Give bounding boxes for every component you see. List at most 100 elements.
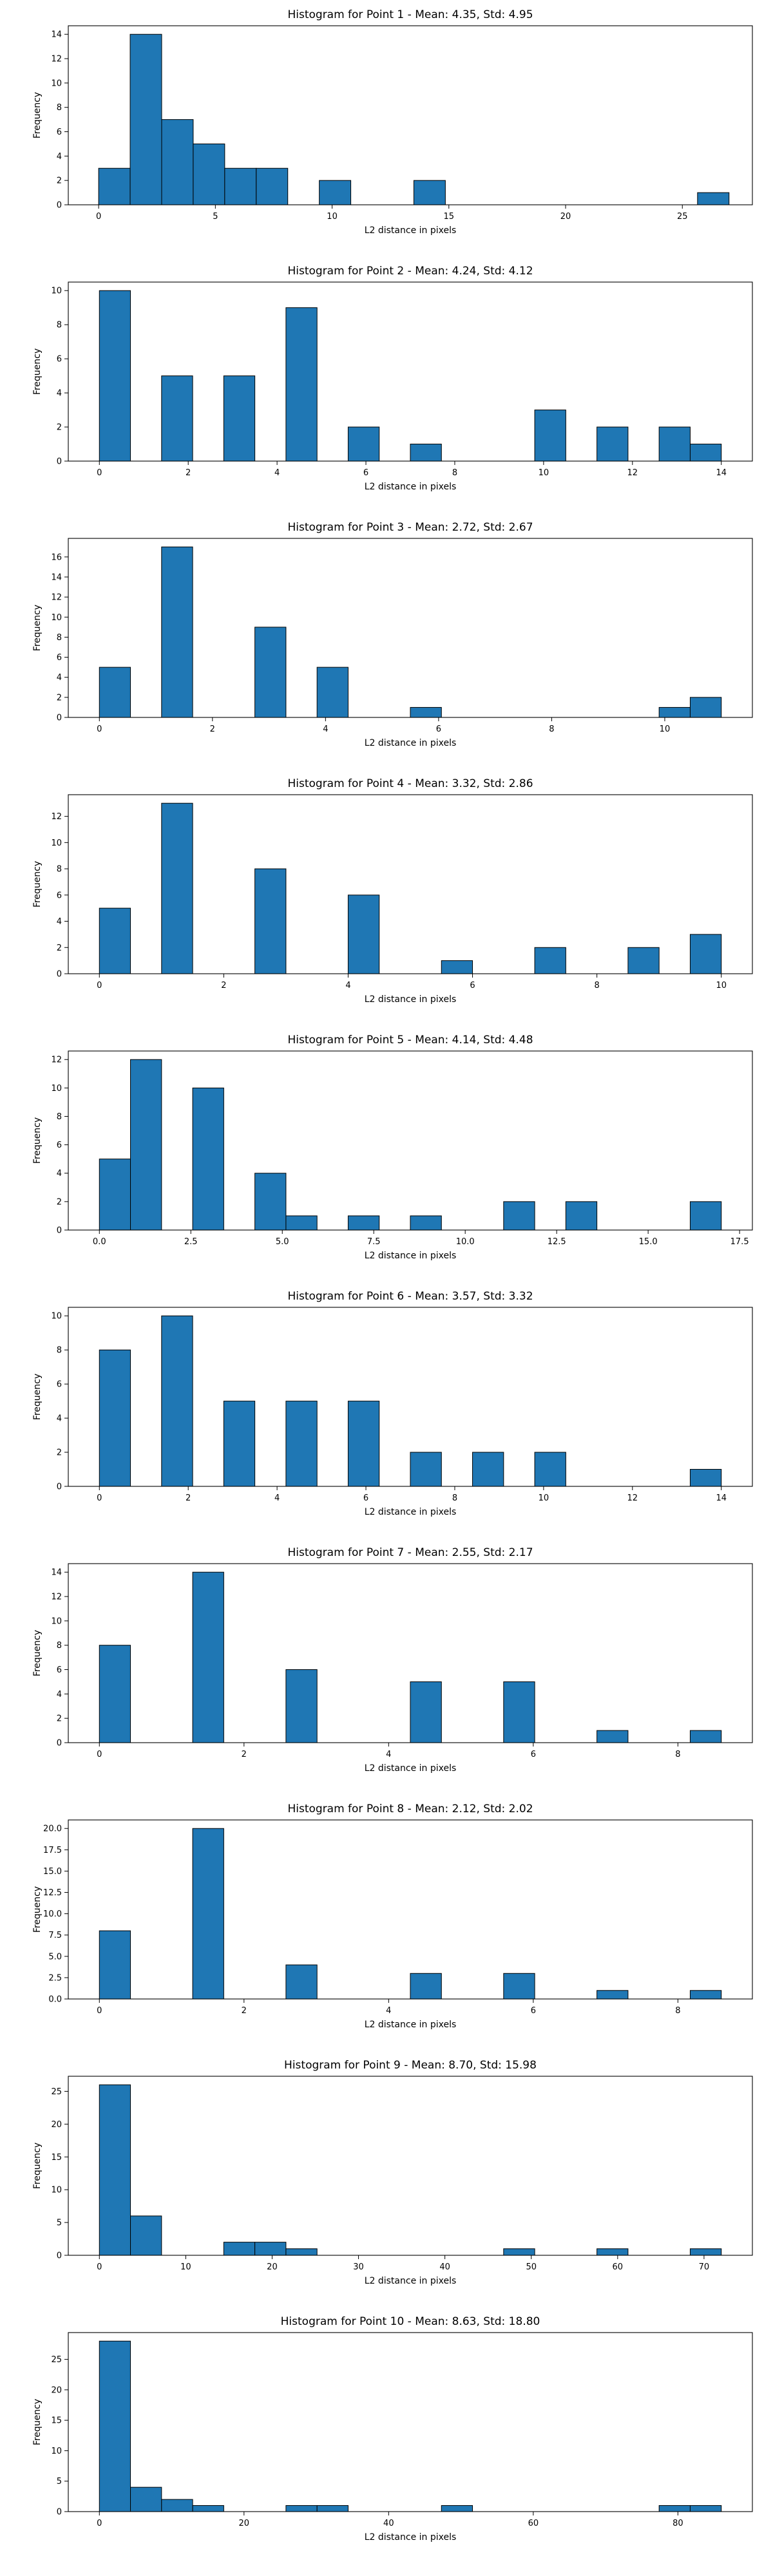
x-tick-label: 7.5 (367, 1237, 381, 1247)
x-tick-label: 2 (186, 468, 191, 478)
y-tick-label: 4 (57, 1414, 62, 1424)
y-tick-label: 5.0 (48, 1952, 62, 1962)
y-tick-label: 8 (57, 1112, 62, 1122)
x-tick-label: 15.0 (639, 1237, 658, 1247)
histogram-bar (285, 1401, 318, 1487)
x-tick-label: 50 (526, 2262, 537, 2272)
y-tick-label: 2 (57, 693, 62, 703)
x-tick-label: 0 (97, 2006, 102, 2016)
y-tick-label: 12 (51, 812, 62, 822)
chart-title: Histogram for Point 3 - Mean: 2.72, Std:… (287, 521, 533, 534)
y-tick-label: 4 (57, 917, 62, 927)
histogram-panel: Histogram for Point 3 - Mean: 2.72, Std:… (32, 521, 753, 748)
x-tick-label: 80 (673, 2519, 683, 2528)
x-tick-label: 2 (242, 2006, 247, 2016)
x-tick-label: 10 (539, 1493, 549, 1503)
histogram-bar (472, 1452, 504, 1487)
histogram-bar (658, 426, 691, 462)
x-tick-label: 6 (436, 724, 441, 734)
y-tick-label: 8 (57, 865, 62, 875)
y-tick-label: 0 (57, 1226, 62, 1236)
x-tick-label: 0 (97, 468, 102, 478)
x-tick-label: 0.0 (93, 1237, 106, 1247)
y-tick-label: 2 (57, 943, 62, 953)
x-tick-label: 17.5 (730, 1237, 749, 1247)
histogram-bar (697, 192, 730, 205)
y-tick-label: 20 (51, 2120, 62, 2130)
x-axis-label: L2 distance in pixels (365, 2276, 457, 2286)
histogram-bar (161, 1315, 193, 1487)
x-tick-label: 20 (267, 2262, 278, 2272)
histogram-bar (316, 667, 348, 718)
x-axis-label: L2 distance in pixels (365, 2532, 457, 2543)
histogram-bar (503, 1973, 535, 2000)
plot-frame (68, 2076, 753, 2256)
y-tick-label: 2.5 (48, 1973, 62, 1983)
y-tick-label: 0 (57, 970, 62, 980)
y-tick-label: 8 (57, 633, 62, 643)
y-tick-label: 8 (57, 103, 62, 113)
y-tick-label: 25 (51, 2355, 62, 2365)
y-tick-label: 0.0 (48, 1995, 62, 2005)
y-tick-label: 4 (57, 1690, 62, 1700)
histogram-bar (99, 667, 131, 718)
x-tick-label: 60 (613, 2262, 624, 2272)
histogram-bar (565, 1201, 598, 1231)
x-tick-label: 8 (452, 468, 457, 478)
y-axis-label: Frequency (32, 1886, 43, 1933)
x-axis-label: L2 distance in pixels (365, 1251, 457, 1261)
x-tick-label: 5 (213, 212, 218, 222)
histogram-bar (161, 2499, 193, 2512)
histogram-bar (410, 1452, 442, 1487)
histogram-bar (410, 1681, 442, 1743)
histogram-bar (689, 697, 722, 718)
y-tick-label: 0 (57, 714, 62, 723)
histogram-bar (224, 167, 257, 205)
histogram-bar (534, 1452, 566, 1487)
y-tick-label: 6 (57, 1141, 62, 1150)
x-tick-label: 6 (531, 2006, 536, 2016)
y-tick-label: 10 (51, 2186, 62, 2195)
histogram-bar (129, 33, 162, 205)
y-tick-label: 10 (51, 613, 62, 623)
x-tick-label: 0 (97, 2262, 102, 2272)
y-tick-label: 6 (57, 1380, 62, 1390)
histogram-bar (285, 2248, 318, 2256)
y-tick-label: 17.5 (43, 1846, 62, 1855)
histogram-bar (98, 167, 131, 205)
x-tick-label: 2 (186, 1493, 191, 1503)
y-tick-label: 5 (57, 2477, 62, 2486)
x-tick-label: 6 (363, 1493, 368, 1503)
y-tick-label: 16 (51, 553, 62, 562)
histogram-bar (223, 375, 256, 462)
x-tick-label: 4 (274, 1493, 280, 1503)
x-tick-label: 10 (180, 2262, 191, 2272)
histogram-bar (99, 2340, 131, 2512)
histogram-bar (99, 290, 131, 462)
y-axis-label: Frequency (32, 2143, 43, 2189)
x-tick-label: 12 (627, 1493, 638, 1503)
chart-title: Histogram for Point 5 - Mean: 4.14, Std:… (287, 1034, 533, 1046)
y-tick-label: 0 (57, 457, 62, 467)
chart-title: Histogram for Point 1 - Mean: 4.35, Std:… (287, 8, 533, 21)
y-tick-label: 2 (57, 176, 62, 186)
histogram-bar (99, 1159, 131, 1231)
y-tick-label: 6 (57, 128, 62, 137)
histogram-bar (596, 1730, 629, 1743)
histogram-panel: Histogram for Point 2 - Mean: 4.24, Std:… (32, 265, 753, 492)
histogram-bar (503, 1681, 535, 1743)
y-tick-label: 10 (51, 838, 62, 848)
y-tick-label: 10.0 (43, 1909, 62, 1919)
y-tick-label: 0 (57, 2251, 62, 2261)
x-tick-label: 40 (383, 2519, 394, 2528)
histogram-panel: Histogram for Point 4 - Mean: 3.32, Std:… (32, 777, 753, 1005)
x-tick-label: 0 (97, 724, 102, 734)
y-tick-label: 0 (57, 1739, 62, 1748)
histogram-bar (316, 2505, 348, 2512)
histogram-bar (413, 180, 446, 205)
histogram-bar (192, 1571, 224, 1743)
y-tick-label: 6 (57, 355, 62, 365)
x-axis-label: L2 distance in pixels (365, 482, 457, 492)
x-tick-label: 20 (239, 2519, 250, 2528)
